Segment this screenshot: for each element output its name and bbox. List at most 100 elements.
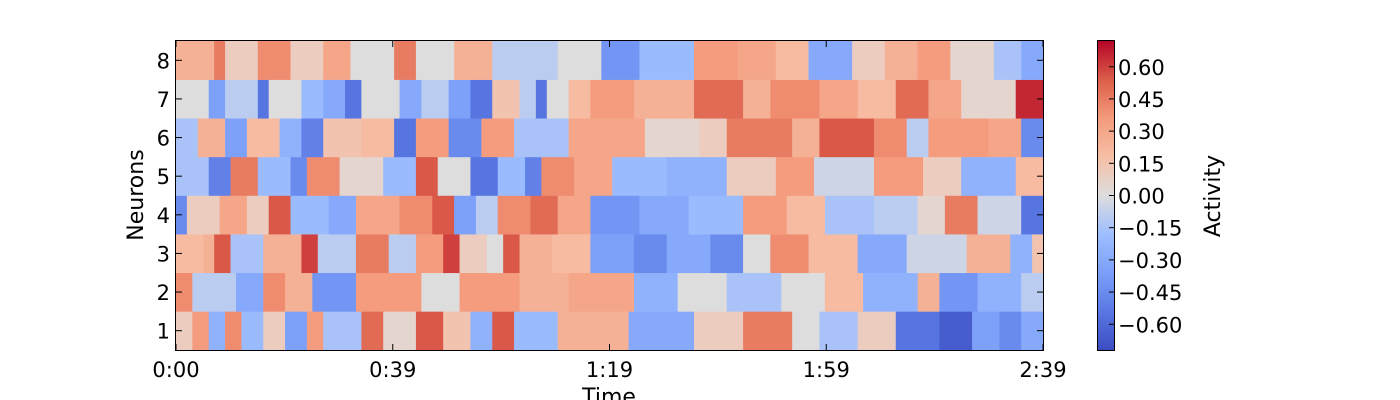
heatmap-cell-neuron-2	[977, 272, 1022, 312]
heatmap-cell-neuron-1	[628, 311, 695, 351]
heatmap-cell-neuron-6	[197, 118, 226, 158]
heatmap-cell-neuron-4	[497, 195, 532, 235]
y-tick-label: 4	[157, 204, 170, 228]
heatmap-cell-neuron-5	[813, 156, 875, 196]
heatmap-cell-neuron-4	[1021, 195, 1044, 235]
heatmap-cell-neuron-3	[770, 234, 810, 274]
heatmap-cell-neuron-3	[301, 234, 319, 274]
heatmap-cell-neuron-5	[574, 156, 613, 196]
colorbar-tick-label: 0.15	[1118, 152, 1165, 176]
heatmap-cell-neuron-5	[666, 156, 728, 196]
heatmap-cell-neuron-2	[1021, 272, 1044, 312]
heatmap-cell-neuron-1	[192, 311, 210, 351]
heatmap-cell-neuron-4	[917, 195, 946, 235]
colorbar-tick-label: 0.00	[1118, 185, 1165, 209]
heatmap-cell-neuron-6	[873, 118, 908, 158]
heatmap-cell-neuron-2	[459, 272, 521, 312]
heatmap-cell-neuron-5	[497, 156, 526, 196]
heatmap-cell-neuron-2	[235, 272, 264, 312]
heatmap-cell-neuron-1	[492, 311, 515, 351]
heatmap-cell-neuron-3	[230, 234, 264, 274]
heatmap-cell-neuron-3	[966, 234, 1011, 274]
heatmap-cell-neuron-3	[552, 234, 592, 274]
heatmap-cell-neuron-5	[524, 156, 542, 196]
heatmap-cell-neuron-4	[268, 195, 292, 235]
heatmap-cell-neuron-7	[208, 79, 226, 119]
heatmap-cell-neuron-4	[786, 195, 826, 235]
x-axis-label: Time	[581, 385, 636, 400]
x-tick-label: 1:19	[586, 358, 633, 382]
heatmap-cell-neuron-3	[203, 234, 215, 274]
heatmap-cell-neuron-2	[176, 272, 193, 312]
heatmap-cell-neuron-3	[263, 234, 303, 274]
heatmap-cell-neuron-1	[972, 311, 1000, 351]
heatmap-cell-neuron-7	[268, 79, 303, 119]
heatmap-cell-neuron-8	[1021, 41, 1044, 80]
heatmap-cell-neuron-4	[454, 195, 477, 235]
heatmap-cell-neuron-2	[863, 272, 919, 312]
heatmap-cell-neuron-3	[634, 234, 668, 274]
heatmap-cell-neuron-7	[590, 79, 635, 119]
heatmap-cell-neuron-3	[214, 234, 232, 274]
heatmap-cell-neuron-7	[694, 79, 744, 119]
heatmap-cell-neuron-5	[415, 156, 439, 196]
y-tick-label: 8	[157, 49, 170, 73]
heatmap-cell-neuron-8	[950, 41, 995, 80]
heatmap-cell-neuron-8	[257, 41, 292, 80]
heatmap-cell-neuron-8	[323, 41, 352, 80]
heatmap-cell-neuron-3	[355, 234, 390, 274]
y-tick-label: 6	[157, 127, 170, 151]
colorbar-tick-label: 0.45	[1118, 88, 1165, 112]
heatmap-cell-neuron-1	[225, 311, 243, 351]
heatmap-cell-neuron-8	[694, 41, 739, 80]
heatmap-cell-neuron-4	[219, 195, 248, 235]
heatmap-cell-neuron-7	[225, 79, 259, 119]
heatmap-cell-neuron-6	[699, 118, 728, 158]
heatmap-cell-neuron-4	[944, 195, 979, 235]
heatmap-cell-neuron-4	[355, 195, 401, 235]
heatmap-cell-neuron-7	[895, 79, 930, 119]
y-tick-label: 3	[157, 242, 170, 266]
heatmap-cell-neuron-2	[312, 272, 357, 312]
heatmap-cell-neuron-2	[939, 272, 979, 312]
heatmap-cell-neuron-6	[514, 118, 570, 158]
heatmap-cell-neuron-1	[743, 311, 793, 351]
heatmap-cell-neuron-5	[470, 156, 499, 196]
heatmap-cell-neuron-6	[301, 118, 324, 158]
heatmap-cell-neuron-6	[1021, 118, 1044, 158]
heatmap-cell-neuron-4	[743, 195, 788, 235]
heatmap-cell-neuron-5	[612, 156, 668, 196]
heatmap-cell-neuron-1	[285, 311, 308, 351]
heatmap-cell-neuron-6	[323, 118, 362, 158]
heatmap-cell-neuron-3	[808, 234, 859, 274]
heatmap-cell-neuron-7	[546, 79, 570, 119]
y-axis-ticks: 1 2 3 4 5 6 7 8	[157, 49, 1043, 344]
heatmap-cell-neuron-5	[923, 156, 962, 196]
heatmap-cell-neuron-8	[775, 41, 810, 80]
colorbar-tick-label: −0.30	[1118, 249, 1182, 273]
heatmap-cell-neuron-8	[415, 41, 455, 80]
heatmap-cell-neuron-7	[492, 79, 521, 119]
heatmap-cell-neuron-8	[601, 41, 641, 80]
y-tick-label: 2	[157, 281, 170, 305]
heatmap-cell-neuron-6	[792, 118, 821, 158]
heatmap-cell-neuron-5	[290, 156, 308, 196]
heatmap-cell-neuron-3	[1010, 234, 1033, 274]
heatmap-cell-neuron-7	[345, 79, 362, 119]
heatmap-cell-neuron-7	[634, 79, 695, 119]
heatmap-cell-neuron-4	[557, 195, 592, 235]
heatmap-cell-neuron-4	[873, 195, 919, 235]
heatmap-cell-neuron-1	[557, 311, 630, 351]
heatmap-cell-neuron-5	[775, 156, 815, 196]
heatmap-cell-neuron-1	[792, 311, 821, 351]
x-axis-ticks: 0:00 0:39 1:19 1:59 2:39	[152, 41, 1067, 382]
heatmap-cell-neuron-6	[448, 118, 482, 158]
heatmap-cell-neuron-1	[241, 311, 264, 351]
heatmap-cell-neuron-8	[737, 41, 777, 80]
heatmap-cell-neuron-1	[176, 311, 193, 351]
heatmap-cell-neuron-1	[306, 311, 324, 351]
heatmap-cell-neuron-1	[999, 311, 1022, 351]
heatmap-cell-neuron-3	[415, 234, 444, 274]
heatmap-cells	[176, 41, 1044, 351]
